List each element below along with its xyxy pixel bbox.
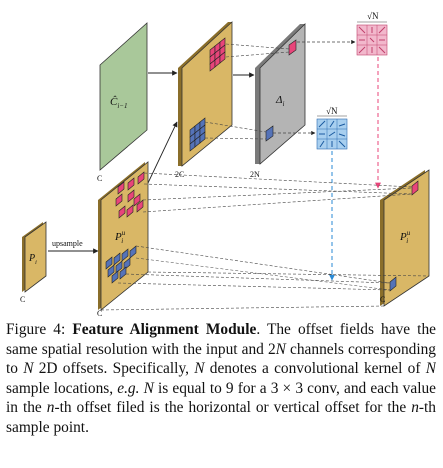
blue-cell-grid-bottom [189,117,206,152]
label-c-prev: Ĉi−1 [110,96,128,110]
channel-label-2n: 2N [250,170,260,179]
output-blue-cell [389,276,397,292]
feature-map-p-up: Pu i C [97,161,149,318]
scattered-pink-samples [115,171,145,219]
channel-label-c-left: C [20,295,25,304]
figure-caption: Figure 4: Feature Alignment Module. The … [6,321,436,436]
channel-label-c-first: C [97,174,102,183]
sqrt-n-top: √N [367,11,379,21]
offset-blue-cell [265,125,274,142]
offset-kernel-blue: √N [316,106,348,150]
arrow-pup-to-concat [147,121,178,184]
feature-map-c-prev: Ĉi−1 C [97,22,148,183]
pink-cell-grid-top [209,37,226,72]
channel-label-2c: 2C [175,170,184,179]
feature-alignment-diagram: Ĉi−1 C [20,11,430,318]
caption-title: Feature Alignment Module [72,321,257,338]
sqrt-n-mid: √N [326,106,338,116]
offset-kernel-pink: √N [356,11,388,56]
channel-label-c-bottom: C [97,309,102,318]
feature-map-p-i: Pi C [20,221,47,304]
output-pink-cell [411,180,419,196]
offset-pink-cell [288,39,297,56]
label-p-out: Pu i [399,229,411,245]
offset-field-delta: Δi 2N [250,23,306,179]
label-delta: Δi [275,94,284,108]
channel-label-c-right: C [380,295,385,304]
feature-map-output: Pu i C [380,169,430,307]
label-upsample: upsample [52,239,83,248]
label-p-up: Pu i [114,229,126,245]
scattered-blue-samples [105,245,137,284]
feature-map-concat-2c: 2C [175,21,233,179]
label-p-i: Pi [28,253,37,266]
projection-lines [100,172,430,311]
